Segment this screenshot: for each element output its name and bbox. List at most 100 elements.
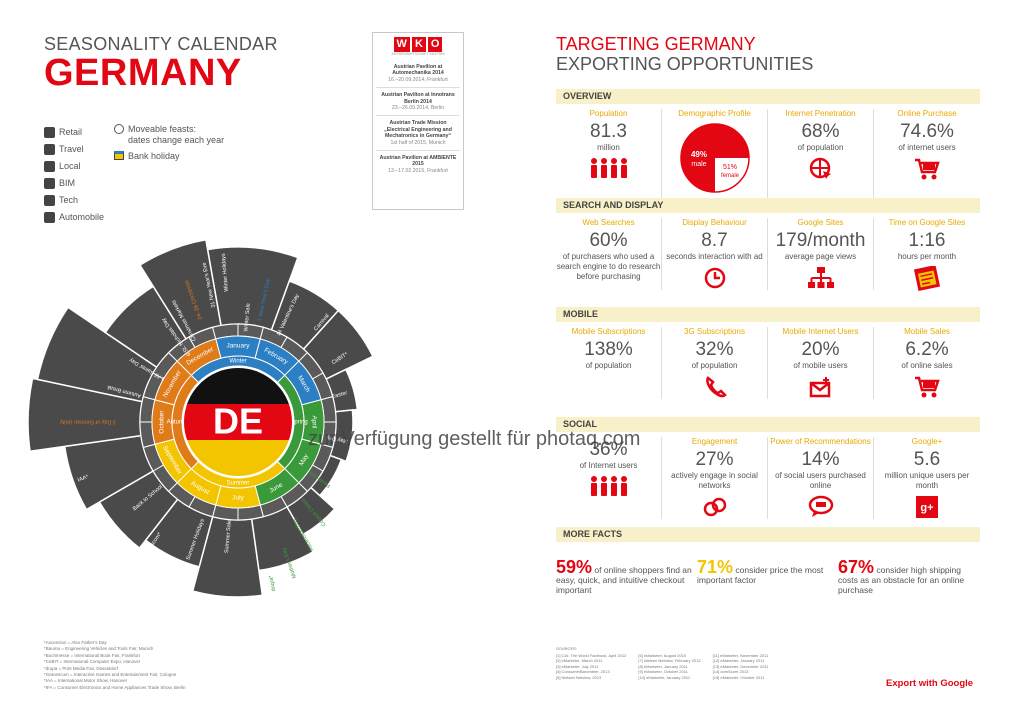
source: [7] Nielsen Netview, February 2012	[638, 658, 701, 664]
more-facts: 59% of online shoppers find an easy, qui…	[556, 558, 980, 595]
sources: SOURCES: [1] CIA: The World Factbook, Apr…	[556, 646, 836, 680]
stat-cell: Population 81.3 million	[556, 109, 662, 200]
people-icon	[556, 157, 661, 181]
stat-cell: 36% of Internet users	[556, 437, 662, 519]
sources-title: SOURCES:	[556, 646, 577, 651]
month-label: July	[232, 495, 244, 502]
globe-cursor-icon	[768, 157, 873, 181]
source: [6] eMarketer, August 2010	[638, 653, 687, 658]
stat-cell: Mobile Internet Users 20% of mobile users	[768, 327, 874, 399]
season-label: Autumn	[167, 420, 188, 426]
male-pct: 49%	[690, 150, 706, 159]
stat-sub: average page views	[784, 252, 857, 261]
stat-sub: of Internet users	[579, 461, 638, 470]
section-more-facts: MORE FACTS	[556, 527, 980, 542]
event-label: 3 Day of German Unity	[60, 419, 116, 425]
stat-value: 32%	[695, 339, 734, 360]
legend-retail: Retail	[44, 124, 104, 141]
wko-event: Austrian Trade Mission „Electrical Engin…	[376, 115, 460, 150]
stat-cell: Time on Google Sites 1:16 hours per month	[874, 218, 980, 292]
stat-sub: of population	[585, 361, 632, 370]
export-with-google-link[interactable]: Export with Google	[886, 678, 974, 689]
stat-value: 20%	[801, 339, 840, 360]
clock-icon	[662, 266, 767, 290]
fact-big: 67%	[838, 557, 875, 577]
month-label: January	[226, 343, 250, 350]
stat-label: 3G Subscriptions	[684, 327, 745, 336]
stat-label: Google Sites	[797, 218, 844, 227]
source: [10] eMarketer, January 2011	[638, 674, 691, 680]
female-pct: 51%	[722, 164, 736, 171]
fact-text: of online shoppers find an easy, quick, …	[556, 565, 692, 595]
sources-column: [11] eMarketer, November 2011 [12] eMarke…	[713, 653, 769, 680]
footnote: *Ascension = Also Father's Day	[44, 640, 107, 645]
fact-text: consider high shipping costs as an obsta…	[838, 565, 965, 595]
wko-event: Austrian Pavilion at AMBIENTE 2015 13.–17…	[376, 150, 460, 178]
event-label: drupa*	[268, 574, 277, 592]
source: [4] ConsumerBarometer, 2013	[556, 669, 610, 675]
demographic-pie-chart: 49% male 51% female	[679, 123, 750, 193]
stat-label: Engagement	[691, 437, 738, 446]
stat-value: 5.6	[913, 449, 941, 470]
people-icon	[556, 475, 661, 499]
mobile-row: Mobile Subscriptions 138% of population 3G…	[556, 327, 980, 399]
social-row: 36% of Internet users Engagement 27% activ…	[556, 437, 980, 519]
stat-label: Power of Recommendations	[770, 437, 871, 446]
sources-column: [1] CIA: The World Factbook, April 2012[…	[556, 653, 626, 680]
stat-sub: of internet users	[898, 143, 956, 152]
house-icon	[44, 161, 55, 172]
legend-travel: Travel	[44, 141, 104, 158]
fact-big: 59%	[556, 557, 593, 577]
fact: 59% of online shoppers find an easy, qui…	[556, 558, 697, 595]
stat-sub: actively engage in social networks	[671, 471, 758, 490]
stat-cell: Display Behaviour 8.7 seconds interaction…	[662, 218, 768, 290]
section-search: SEARCH AND DISPLAY	[556, 198, 980, 213]
section-social: SOCIAL	[556, 417, 980, 432]
category-legend: Retail Travel Local BIM Tech Automobile	[44, 124, 104, 226]
stat-cell: Mobile Sales 6.2% of online sales	[874, 327, 980, 399]
sources-column: [6] eMarketer, August 2010 [7] Nielsen Ne…	[638, 653, 700, 680]
cart-icon	[44, 127, 55, 138]
stat-label: Mobile Sales	[904, 327, 950, 336]
stat-sub: million	[597, 143, 620, 152]
section-overview: OVERVIEW	[556, 89, 980, 104]
search-row: Web Searches 60% of purchasers who used a…	[556, 218, 980, 292]
season-label: Summer	[227, 481, 250, 487]
mail-icon	[768, 375, 873, 399]
fact: 67% consider high shipping costs as an o…	[838, 558, 979, 595]
stat-value: 68%	[801, 121, 840, 142]
stat-value: 138%	[584, 339, 633, 360]
source: [11] eMarketer, November 2011	[712, 653, 769, 658]
event-label: 1 May Day	[326, 434, 353, 445]
footnote: *IAA = International Motor Show, Hanover	[44, 678, 128, 684]
watermark: zur Verfügung gestellt für photaq.com	[308, 428, 641, 450]
stat-cell: Internet Penetration 68% of population	[768, 109, 874, 200]
gplus-icon: g+	[874, 495, 980, 519]
source: [2] eMarketer, March 2011	[556, 658, 603, 664]
event-label: Winter Sale	[243, 303, 251, 332]
source: [9] eMarketer, October 2011	[638, 669, 688, 675]
source: [5] Nielsen Netview, 2013	[556, 674, 602, 680]
stat-sub: of social users purchased online	[775, 471, 866, 490]
browser-icon	[874, 264, 980, 292]
phone-icon	[662, 375, 767, 399]
stat-value: 8.7	[701, 230, 728, 251]
legend-local: Local	[44, 158, 104, 175]
footnotes: *Ascension = Also Father's Day *Bauma = E…	[44, 640, 185, 691]
stat-sub: of population	[797, 143, 844, 152]
source: [8] eMarketer, January 2011	[638, 663, 688, 669]
wko-event: Austrian Pavilion at Automechanika 2014 1…	[388, 64, 448, 83]
footnote: *drupa = Print Media Fair, Düsseldorf	[44, 665, 118, 671]
stat-cell: Google Sites 179/month average page views	[768, 218, 874, 290]
cart-icon	[874, 375, 980, 399]
stat-value: 179/month	[775, 230, 866, 251]
gamepad-icon	[44, 195, 55, 206]
season-label: Spring	[290, 420, 307, 426]
source: [12] eMarketer, January 2011	[712, 658, 765, 664]
source: [13] eMarketer, December 2011	[712, 663, 769, 669]
parking-icon	[44, 212, 55, 223]
fact: 71% consider price the most important fa…	[697, 558, 838, 595]
stat-cell: 3G Subscriptions 32% of population	[662, 327, 768, 399]
